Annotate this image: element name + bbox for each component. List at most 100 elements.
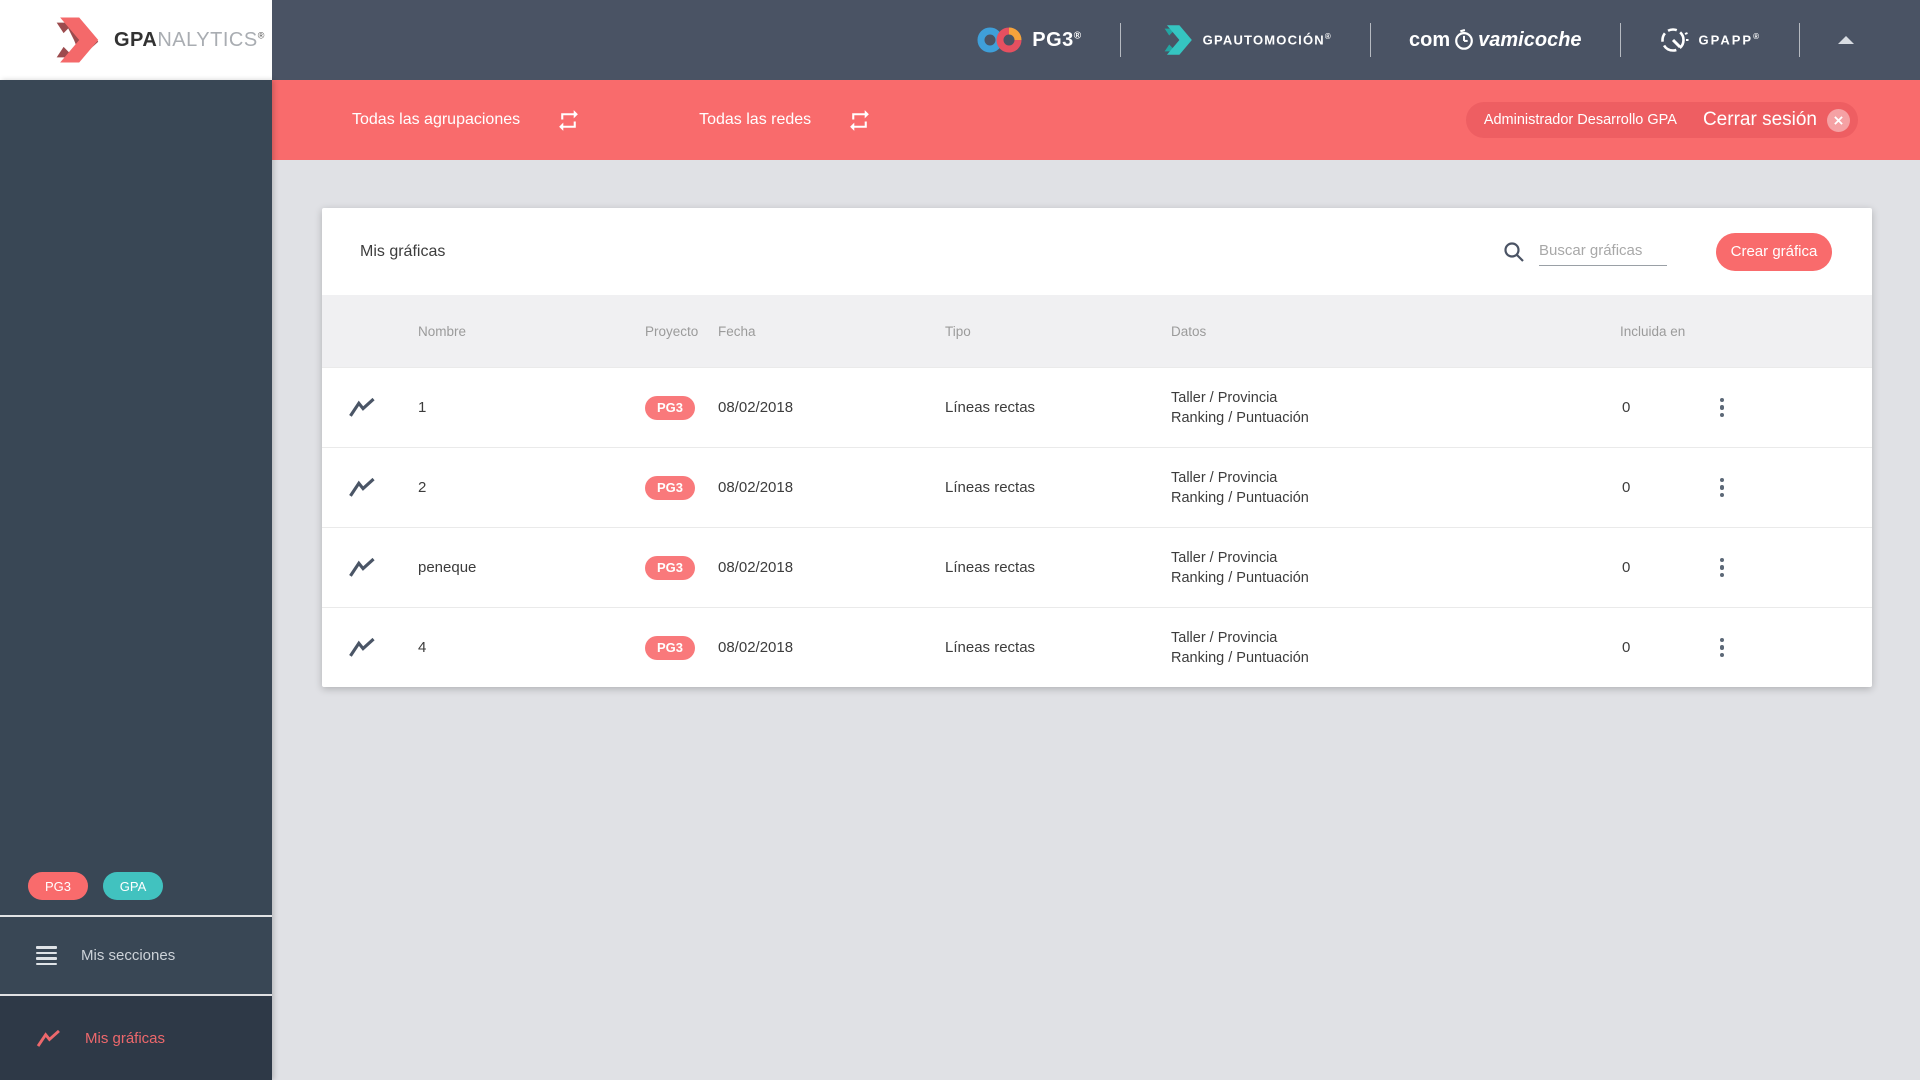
groupings-filter-label: Todas las agrupaciones bbox=[352, 111, 521, 128]
project-badge: PG3 bbox=[645, 635, 695, 660]
divider bbox=[1119, 23, 1121, 57]
search-icon bbox=[1502, 240, 1526, 264]
cell-date: 08/02/2018 bbox=[718, 639, 794, 656]
logout-button[interactable]: Cerrar sesión bbox=[1702, 108, 1850, 132]
comprovamicoche-label-left: com bbox=[1409, 28, 1451, 51]
charts-card: Mis gráficas Crear gráfica Nombre Proyec… bbox=[322, 208, 1872, 687]
cell-name: 4 bbox=[418, 639, 427, 656]
column-header-nombre: Nombre bbox=[418, 323, 467, 339]
cell-type: Líneas rectas bbox=[945, 639, 1036, 656]
table-row: 2 PG3 08/02/2018 Líneas rectas Taller / … bbox=[322, 447, 1872, 527]
table-row: 4 PG3 08/02/2018 Líneas rectas Taller / … bbox=[322, 607, 1872, 687]
project-badge: PG3 bbox=[645, 475, 695, 500]
sidebar-item-label: Mis secciones bbox=[81, 947, 176, 964]
sidebar-bottom: PG3 GPA Mis secciones Mis gráficas bbox=[0, 872, 272, 1080]
gpautomocion-label: GPAUTOMOCIÓN® bbox=[1202, 32, 1333, 48]
row-menu-kebab-icon[interactable] bbox=[1715, 474, 1729, 502]
chart-line-icon bbox=[36, 1029, 60, 1047]
card-header: Mis gráficas Crear gráfica bbox=[322, 208, 1872, 295]
sidebar-item-mis-graficas[interactable]: Mis gráficas bbox=[0, 994, 272, 1080]
cell-date: 08/02/2018 bbox=[718, 399, 794, 416]
column-header-incluida-en: Incluida en bbox=[1620, 323, 1686, 339]
brand-gpapp[interactable]: GPAPP® bbox=[1659, 25, 1761, 55]
row-menu-kebab-icon[interactable] bbox=[1715, 554, 1729, 582]
sidebar-item-label: Mis gráficas bbox=[85, 1029, 166, 1047]
sidebar-badges: PG3 GPA bbox=[0, 872, 272, 915]
cell-date: 08/02/2018 bbox=[718, 559, 794, 576]
brand-pg3[interactable]: PG3® bbox=[976, 25, 1081, 55]
row-menu-kebab-icon[interactable] bbox=[1715, 394, 1729, 422]
session-pill: Administrador Desarrollo GPA Cerrar sesi… bbox=[1465, 102, 1858, 138]
current-user-select[interactable]: Administrador Desarrollo GPA bbox=[1483, 112, 1677, 128]
cell-type: Líneas rectas bbox=[945, 399, 1036, 416]
brand-comprovamicoche[interactable]: com vamicoche bbox=[1409, 29, 1582, 52]
search-area: Crear gráfica bbox=[1502, 232, 1832, 271]
gpapp-label: GPAPP® bbox=[1698, 32, 1761, 48]
menu-icon bbox=[36, 946, 57, 965]
cell-project: PG3 bbox=[645, 635, 718, 660]
divider bbox=[1370, 23, 1372, 57]
column-header-fecha: Fecha bbox=[718, 323, 756, 339]
table-row: peneque PG3 08/02/2018 Líneas rectas Tal… bbox=[322, 527, 1872, 607]
pg3-label: PG3® bbox=[1032, 28, 1082, 51]
cell-data: Taller / Provincia Ranking / Puntuación bbox=[1171, 629, 1309, 666]
row-chart-line-icon bbox=[322, 637, 418, 658]
search-input[interactable] bbox=[1539, 237, 1667, 266]
cell-project: PG3 bbox=[645, 395, 718, 420]
cell-date: 08/02/2018 bbox=[718, 479, 794, 496]
table-row: 1 PG3 08/02/2018 Líneas rectas Taller / … bbox=[322, 367, 1872, 447]
cell-type: Líneas rectas bbox=[945, 479, 1036, 496]
cell-included-count: 0 bbox=[1622, 639, 1631, 656]
create-chart-button[interactable]: Crear gráfica bbox=[1716, 232, 1832, 271]
cell-data: Taller / Provincia Ranking / Puntuación bbox=[1171, 549, 1309, 586]
project-badge: PG3 bbox=[645, 395, 695, 420]
column-header-datos: Datos bbox=[1171, 323, 1207, 339]
cell-project: PG3 bbox=[645, 555, 718, 580]
cell-data: Taller / Provincia Ranking / Puntuación bbox=[1171, 389, 1309, 426]
cell-included-count: 0 bbox=[1622, 479, 1631, 496]
networks-filter-label: Todas las redes bbox=[699, 111, 812, 128]
swap-repeat-icon[interactable] bbox=[847, 108, 872, 133]
pg3-badge[interactable]: PG3 bbox=[28, 872, 88, 900]
gpanalytics-wordmark: GPANALYTICS® bbox=[114, 28, 265, 51]
swap-repeat-icon[interactable] bbox=[556, 108, 581, 133]
divider bbox=[1799, 23, 1800, 57]
clock-icon bbox=[1455, 29, 1474, 50]
gpanalytics-logo[interactable]: GPANALYTICS® bbox=[0, 0, 272, 80]
cell-name: 1 bbox=[418, 399, 427, 416]
brand-switcher: PG3® GPAUTOMOCIÓN® com vamicoche bbox=[976, 23, 1854, 57]
cell-project: PG3 bbox=[645, 475, 718, 500]
pg3-infinity-icon bbox=[977, 27, 1022, 53]
collapse-caret-icon[interactable] bbox=[1838, 36, 1854, 44]
gpautomocion-arrow-icon bbox=[1164, 25, 1192, 55]
table-header-row: Nombre Proyecto Fecha Tipo Datos Incluid… bbox=[322, 295, 1872, 367]
page-title: Mis gráficas bbox=[360, 242, 446, 260]
cell-type: Líneas rectas bbox=[945, 559, 1036, 576]
cell-included-count: 0 bbox=[1622, 559, 1631, 576]
row-chart-line-icon bbox=[322, 397, 418, 418]
groupings-filter[interactable]: Todas las agrupaciones bbox=[352, 108, 581, 133]
cell-included-count: 0 bbox=[1622, 399, 1631, 416]
row-menu-kebab-icon[interactable] bbox=[1715, 634, 1729, 662]
filter-bar: Todas las agrupaciones Todas las redes A… bbox=[272, 80, 1920, 160]
brand-gpautomocion[interactable]: GPAUTOMOCIÓN® bbox=[1159, 25, 1332, 55]
gpapp-wrench-icon bbox=[1660, 28, 1689, 52]
row-chart-line-icon bbox=[322, 557, 418, 578]
top-bar: GPANALYTICS® PG3® GPAUTOMOCIÓN® com bbox=[0, 0, 1920, 80]
comprovamicoche-label-right: vamicoche bbox=[1478, 28, 1582, 51]
gpa-badge[interactable]: GPA bbox=[103, 872, 163, 900]
column-header-proyecto: Proyecto bbox=[645, 323, 699, 339]
logout-x-icon[interactable] bbox=[1827, 108, 1850, 132]
row-chart-line-icon bbox=[322, 477, 418, 498]
main-content: Mis gráficas Crear gráfica Nombre Proyec… bbox=[272, 160, 1920, 1080]
logout-label: Cerrar sesión bbox=[1702, 109, 1817, 130]
cell-name: peneque bbox=[418, 559, 477, 576]
gpanalytics-arrow-icon bbox=[56, 17, 99, 63]
column-header-tipo: Tipo bbox=[945, 323, 971, 339]
project-badge: PG3 bbox=[645, 555, 695, 580]
cell-data: Taller / Provincia Ranking / Puntuación bbox=[1171, 469, 1309, 506]
divider bbox=[1619, 23, 1621, 57]
cell-name: 2 bbox=[418, 479, 427, 496]
networks-filter[interactable]: Todas las redes bbox=[699, 108, 872, 133]
sidebar-item-mis-secciones[interactable]: Mis secciones bbox=[0, 915, 272, 994]
